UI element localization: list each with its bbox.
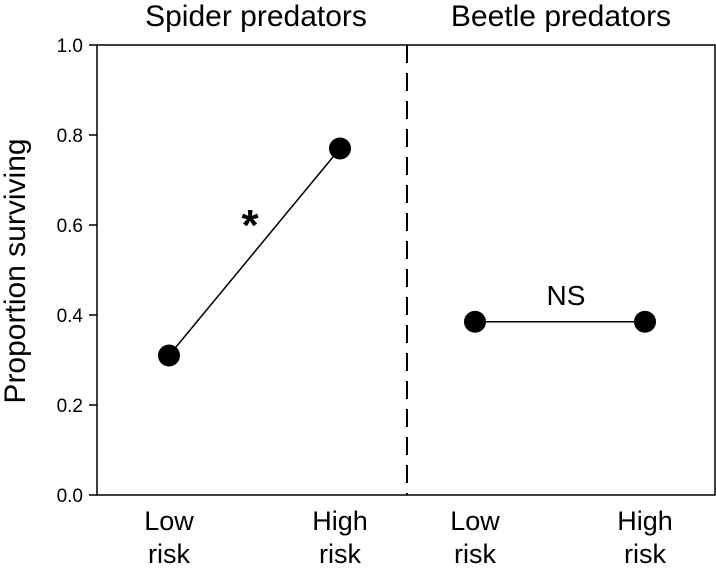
series-line bbox=[168, 148, 341, 356]
x-category-label: risk bbox=[454, 539, 496, 568]
x-axis-category-labels: Low risk High risk Low risk High risk bbox=[144, 506, 673, 568]
x-category-label: High bbox=[312, 506, 368, 536]
x-category-label: High bbox=[617, 506, 673, 536]
panel-title-spider: Spider predators bbox=[145, 0, 367, 33]
y-tick-label: 0.0 bbox=[57, 486, 83, 507]
data-point bbox=[464, 310, 486, 333]
y-tick-label: 0.8 bbox=[57, 126, 83, 147]
significance-star: * bbox=[241, 201, 259, 250]
panel-title-beetle: Beetle predators bbox=[451, 0, 671, 33]
x-category-label: Low bbox=[144, 506, 194, 536]
data-point bbox=[634, 310, 656, 333]
x-category-label: risk bbox=[148, 539, 190, 568]
y-axis-ticks: 0.0 0.2 0.4 0.6 0.8 1.0 bbox=[57, 36, 97, 507]
y-axis-label: Proportion surviving bbox=[0, 138, 32, 403]
x-category-label: Low bbox=[450, 506, 500, 536]
x-category-label: risk bbox=[624, 539, 666, 568]
not-significant-label: NS bbox=[547, 280, 586, 311]
y-tick-label: 0.6 bbox=[57, 216, 83, 237]
data-point bbox=[329, 137, 351, 160]
y-tick-label: 1.0 bbox=[57, 36, 83, 57]
data-point bbox=[158, 344, 180, 367]
y-tick-label: 0.2 bbox=[57, 396, 83, 417]
significance-annotations: * NS bbox=[241, 201, 585, 311]
y-tick-label: 0.4 bbox=[57, 306, 84, 327]
x-category-label: risk bbox=[319, 539, 361, 568]
data-series bbox=[158, 137, 656, 367]
